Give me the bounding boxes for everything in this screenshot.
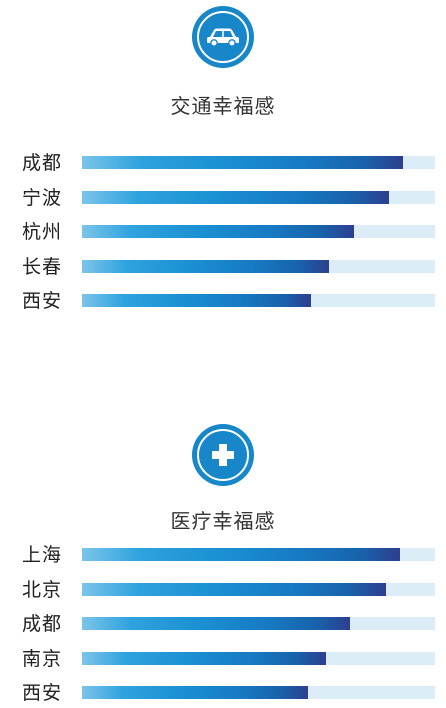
bar bbox=[82, 190, 389, 204]
bar-row: 杭州 bbox=[0, 217, 446, 247]
bar-track bbox=[82, 582, 435, 596]
bar-row: 西安 bbox=[0, 286, 446, 316]
bar bbox=[82, 582, 386, 596]
bar bbox=[82, 548, 400, 561]
bar-track bbox=[82, 190, 435, 204]
bar-track bbox=[82, 294, 435, 307]
bar-label: 上海 bbox=[22, 544, 63, 566]
bar-label: 长春 bbox=[22, 255, 63, 278]
bar-label: 西安 bbox=[22, 682, 63, 704]
bar-track bbox=[82, 617, 435, 630]
section-title: 医疗幸福感 bbox=[170, 509, 276, 533]
bar-row: 成都 bbox=[0, 609, 446, 639]
car-icon bbox=[192, 6, 254, 68]
medical-cross-icon bbox=[192, 424, 254, 486]
bar-row: 北京 bbox=[0, 575, 446, 605]
bar bbox=[82, 259, 329, 273]
bar bbox=[82, 225, 354, 238]
bar-label: 北京 bbox=[22, 578, 63, 601]
bar-row: 南京 bbox=[0, 644, 446, 674]
bar-label: 杭州 bbox=[22, 221, 63, 243]
bar-label: 宁波 bbox=[22, 186, 63, 209]
bar bbox=[82, 651, 326, 665]
bar-row: 上海 bbox=[0, 540, 446, 570]
bar-row: 长春 bbox=[0, 252, 446, 282]
section-title: 交通幸福感 bbox=[170, 94, 276, 118]
bar-label: 成都 bbox=[22, 613, 63, 635]
bar-track bbox=[82, 686, 435, 699]
bar bbox=[82, 156, 403, 169]
bar bbox=[82, 617, 350, 630]
bar-track bbox=[82, 651, 435, 665]
bar-label: 南京 bbox=[22, 647, 63, 670]
bar-row: 成都 bbox=[0, 148, 446, 178]
bar-track bbox=[82, 548, 435, 561]
bar-label: 成都 bbox=[22, 152, 63, 174]
bar-track bbox=[82, 225, 435, 238]
bar-track bbox=[82, 156, 435, 169]
bar-row: 西安 bbox=[0, 678, 446, 708]
bar bbox=[82, 294, 311, 307]
bar-track bbox=[82, 259, 435, 273]
bar-row: 宁波 bbox=[0, 183, 446, 213]
bar bbox=[82, 686, 308, 699]
bar-label: 西安 bbox=[22, 290, 63, 312]
